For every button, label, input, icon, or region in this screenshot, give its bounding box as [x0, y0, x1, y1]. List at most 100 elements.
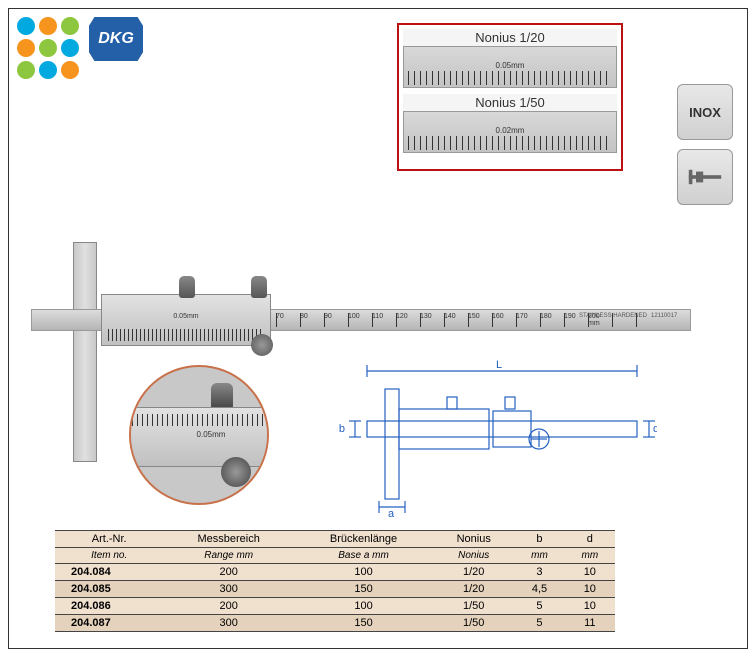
zoom-wheel — [221, 457, 251, 487]
dots-logo — [17, 17, 79, 79]
logo-dot — [61, 17, 79, 35]
dim-a: a — [388, 508, 395, 519]
h1-4: b — [514, 531, 564, 548]
table-cell: 11 — [565, 615, 615, 632]
table-cell: 1/20 — [433, 564, 514, 581]
h2-0: Item no. — [55, 548, 163, 564]
table-cell: 204.087 — [55, 615, 163, 632]
table-cell: 100 — [294, 598, 433, 615]
product-photo: 1020304050607080901001101201301401501601… — [31, 194, 691, 354]
table-cell: 200 — [163, 564, 294, 581]
caliper-icon — [687, 167, 723, 187]
product-sheet: DKG INOX Nonius 1/20 0.05mm Nonius 1/50 … — [8, 8, 748, 649]
detail-circle: 0.05mm — [129, 365, 269, 505]
logo-dot — [61, 61, 79, 79]
logo-dot — [39, 17, 57, 35]
scale-label: 160 — [492, 313, 516, 327]
scale-label: 130 — [420, 313, 444, 327]
scale-label: 150 — [468, 313, 492, 327]
logo-dot — [17, 61, 35, 79]
header-row-2: Item no. Range mm Base a mm Nonius mm mm — [55, 548, 615, 564]
dim-L: L — [496, 359, 502, 371]
scale-label: 110 — [372, 313, 396, 327]
nonius-frame: Nonius 1/20 0.05mm Nonius 1/50 0.02mm — [397, 23, 623, 171]
nonius-scale-2: 0.02mm — [403, 111, 617, 153]
h2-2: Base a mm — [294, 548, 433, 564]
h2-1: Range mm — [163, 548, 294, 564]
h2-5: mm — [565, 548, 615, 564]
table-cell: 300 — [163, 615, 294, 632]
table-cell: 10 — [565, 598, 615, 615]
lock-knob-2 — [251, 276, 267, 298]
table-cell: 150 — [294, 615, 433, 632]
table-cell: 300 — [163, 581, 294, 598]
table-cell: 3 — [514, 564, 564, 581]
spec-table-body: 204.0842001001/20310204.0853001501/204,5… — [55, 564, 615, 632]
nonius-row-2: Nonius 1/50 0.02mm — [403, 94, 617, 153]
technical-drawing: L a b d — [327, 359, 657, 519]
logo-dot — [39, 39, 57, 57]
logo-dot — [39, 61, 57, 79]
table-row: 204.0853001501/204,510 — [55, 581, 615, 598]
nonius-mid-1: 0.05mm — [404, 61, 616, 70]
vernier-slider: 0.05mm — [101, 294, 271, 346]
table-cell: 1/50 — [433, 598, 514, 615]
table-row: 204.0862001001/50510 — [55, 598, 615, 615]
logo-dot — [17, 17, 35, 35]
table-cell: 10 — [565, 581, 615, 598]
nonius-label-2: Nonius 1/50 — [403, 94, 617, 111]
nonius-ticks-1 — [408, 71, 612, 85]
nonius-label-1: Nonius 1/20 — [403, 29, 617, 46]
rule-end-text: STAINLESS HARDENED — [579, 313, 647, 319]
dkg-shape: DKG — [89, 17, 143, 61]
table-cell: 5 — [514, 598, 564, 615]
nonius-mid-2: 0.02mm — [404, 126, 616, 135]
scale-label: 70 — [276, 313, 300, 327]
table-row: 204.0842001001/20310 — [55, 564, 615, 581]
table-cell: 204.086 — [55, 598, 163, 615]
scale-label: 120 — [396, 313, 420, 327]
dkg-logo: DKG — [89, 17, 143, 61]
h1-2: Brückenlänge — [294, 531, 433, 548]
rule-serial: 12110017 — [651, 313, 677, 319]
table-cell: 4,5 — [514, 581, 564, 598]
table-cell: 1/20 — [433, 581, 514, 598]
vernier-ticks — [108, 329, 264, 341]
scale-label: 80 — [300, 313, 324, 327]
h2-4: mm — [514, 548, 564, 564]
scale-label: 100 — [348, 313, 372, 327]
spec-table: Art.-Nr. Messbereich Brückenlänge Nonius… — [55, 530, 615, 632]
nonius-ticks-2 — [408, 136, 612, 150]
vernier-label: 0.05mm — [102, 313, 270, 320]
table-cell: 204.085 — [55, 581, 163, 598]
logo-dot — [17, 39, 35, 57]
h2-3: Nonius — [433, 548, 514, 564]
scale-label: 180 — [540, 313, 564, 327]
table-cell: 1/50 — [433, 615, 514, 632]
dkg-text: DKG — [98, 30, 134, 48]
scale-label: 140 — [444, 313, 468, 327]
table-cell: 204.084 — [55, 564, 163, 581]
zoom-ticks — [129, 414, 269, 426]
spec-table-head: Art.-Nr. Messbereich Brückenlänge Nonius… — [55, 531, 615, 564]
zoom-knob — [211, 383, 233, 409]
table-cell: 150 — [294, 581, 433, 598]
table-cell: 200 — [163, 598, 294, 615]
logo-dot — [61, 39, 79, 57]
depth-bridge — [73, 242, 97, 462]
scale-label: 90 — [324, 313, 348, 327]
inox-label: INOX — [689, 105, 721, 120]
fine-adjust-wheel — [251, 334, 273, 356]
h1-0: Art.-Nr. — [55, 531, 163, 548]
zoom-label: 0.05mm — [129, 430, 269, 439]
table-cell: 5 — [514, 615, 564, 632]
table-cell: 10 — [565, 564, 615, 581]
h1-1: Messbereich — [163, 531, 294, 548]
table-cell: 100 — [294, 564, 433, 581]
h1-3: Nonius — [433, 531, 514, 548]
scale-label: 170 — [516, 313, 540, 327]
table-row: 204.0873001501/50511 — [55, 615, 615, 632]
zoom-slider: 0.05mm — [129, 407, 269, 467]
nonius-row-1: Nonius 1/20 0.05mm — [403, 29, 617, 88]
h1-5: d — [565, 531, 615, 548]
